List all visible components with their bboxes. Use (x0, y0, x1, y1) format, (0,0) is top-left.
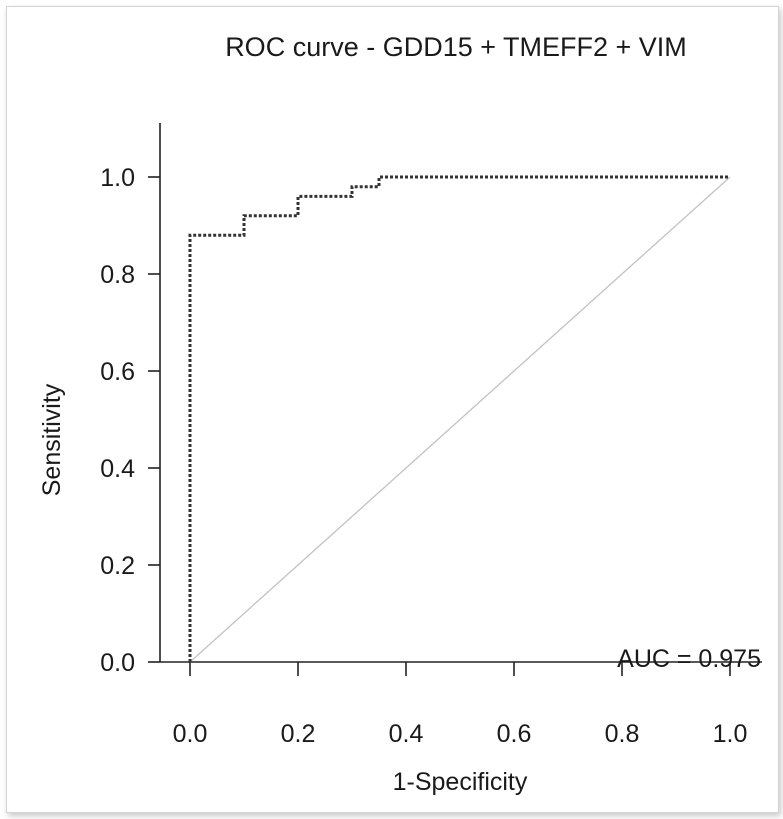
x-tick-label: 0.0 (173, 720, 208, 748)
y-axis-label: Sensitivity (38, 383, 66, 496)
y-tick-label: 0.6 (100, 358, 135, 386)
x-tick-label: 1.0 (713, 720, 748, 748)
x-tick-label: 0.8 (605, 720, 640, 748)
chart-title: ROC curve - GDD15 + TMEFF2 + VIM (225, 32, 687, 62)
y-tick-label: 0.4 (100, 455, 135, 483)
x-tick-label: 0.6 (497, 720, 532, 748)
axes (159, 123, 762, 663)
x-axis-label: 1-Specificity (393, 768, 528, 796)
y-tick-label: 1.0 (100, 164, 135, 192)
x-tick-label: 0.2 (281, 720, 316, 748)
auc-annotation: AUC = 0.975 (617, 645, 761, 673)
reference-diagonal-line (189, 176, 731, 663)
roc-curve-series (188, 175, 730, 662)
y-ticks: 0.0 0.2 0.4 0.6 0.8 1.0 (100, 164, 160, 677)
x-ticks: 0.0 0.2 0.4 0.6 0.8 1.0 (173, 662, 748, 748)
y-tick-label: 0.0 (100, 649, 135, 677)
x-tick-label: 0.4 (389, 720, 424, 748)
y-tick-label: 0.8 (100, 261, 135, 289)
chart-frame (6, 6, 779, 813)
y-tick-label: 0.2 (100, 552, 135, 580)
